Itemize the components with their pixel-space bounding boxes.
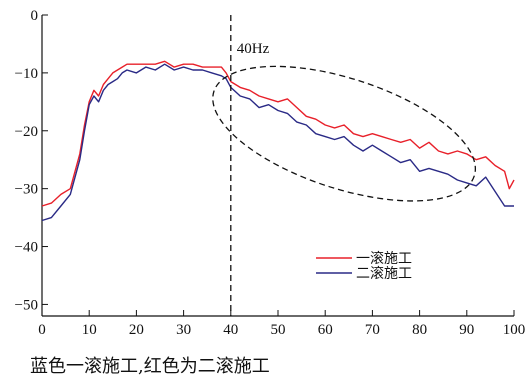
series-line-1 [41,60,515,207]
x-tick-label: 0 [38,322,46,338]
y-tick-label: 0 [31,8,39,24]
legend-label: 二滚施工 [356,265,412,282]
y-tick-label: −20 [15,124,38,140]
x-tick-label: 70 [365,322,380,338]
series-line-2 [41,63,514,222]
chart-axes: 0−10−20−30−40−500 10 20 30 40 50 60 70 80 90 100 [15,8,526,338]
x-tick-label: 30 [176,322,191,338]
x-tick-label: 80 [412,322,427,338]
y-tick-label: −10 [15,66,38,82]
legend-label: 一滚施工 [356,250,412,267]
x-tick-label: 10 [82,322,97,338]
x-tick-label: 60 [318,322,333,338]
y-tick-label: −40 [15,240,38,256]
y-tick-label: −50 [15,297,38,313]
y-tick-label: −30 [15,182,38,198]
x-tick-label: 40 [223,322,238,338]
x-tick-label: 20 [129,322,144,338]
figure-caption: 蓝色一滚施工,红色为二滚施工 [30,356,270,377]
plot-series [41,60,515,222]
highlight-ellipse [212,65,477,202]
chart-annotations: 40Hz [212,15,477,316]
x-tick-label: 50 [271,322,286,338]
x-tick-label: 90 [459,322,474,338]
line-chart: 0−10−20−30−40−500 10 20 30 40 50 60 70 80 90 100 4… [15,8,526,338]
x-tick-label: 100 [503,322,526,338]
vertical-marker-label: 40Hz [237,41,270,57]
